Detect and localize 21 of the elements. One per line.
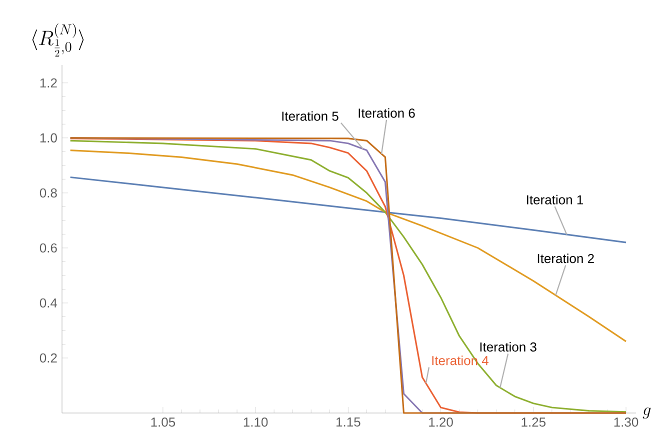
series-label: Iteration 6 — [358, 108, 415, 118]
series-label: Iteration 3 — [480, 342, 536, 352]
series-label: Iteration 2 — [538, 254, 594, 264]
line-series — [70, 176, 627, 244]
y-tick-label: 0.2 — [40, 353, 57, 363]
x-axis-title: $g$ — [642, 407, 651, 419]
x-tick-label: 1.15 — [336, 418, 360, 427]
y-tick-label: 1.0 — [40, 133, 57, 142]
line-series — [70, 149, 627, 342]
y-tick-label: 0.8 — [40, 188, 57, 198]
x-tick-label: 1.25 — [522, 418, 546, 427]
y-axis-title: $\langle R^{(N)}_{\frac{1}{2},0}\rangle$ — [32, 24, 84, 56]
y-tick-label: 1.2 — [40, 78, 57, 88]
series-label: Iteration 5 — [282, 111, 338, 121]
y-tick-label: 0.4 — [40, 298, 58, 308]
x-tick-label: 1.10 — [244, 418, 268, 427]
x-tick-label: 1.20 — [429, 418, 453, 427]
series-label: Iteration 1 — [527, 194, 583, 204]
y-tick-label: 0.6 — [40, 243, 57, 253]
x-tick-label: 1.30 — [614, 418, 638, 427]
x-tick-label: 1.05 — [151, 418, 176, 427]
